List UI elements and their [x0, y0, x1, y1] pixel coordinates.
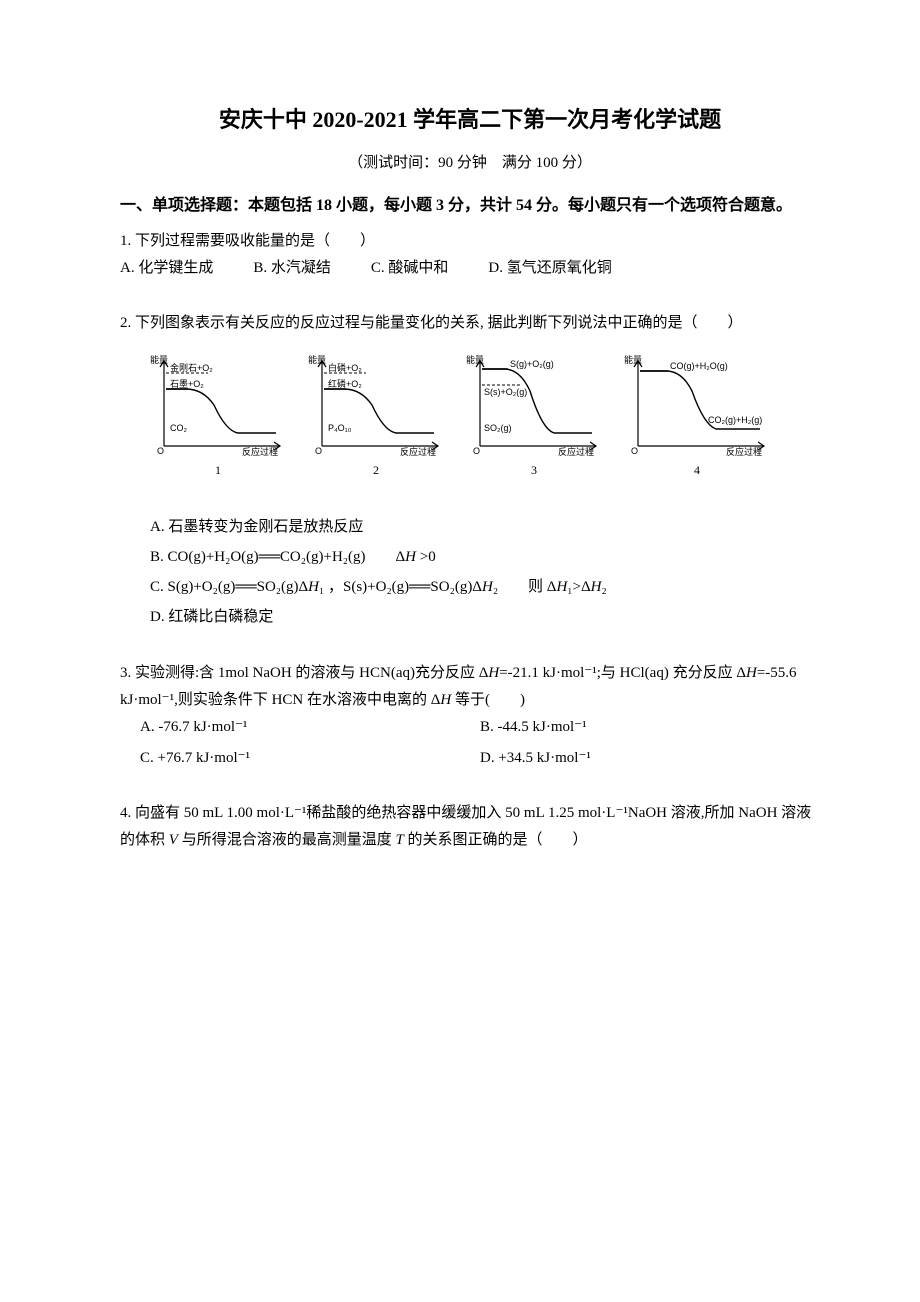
q3-option-d: D. +34.5 kJ·mol⁻¹: [480, 745, 820, 772]
xlabel: 反应过程: [726, 446, 762, 456]
lbl-top: CO(g)+H₂O(g): [670, 361, 728, 371]
xlabel: 反应过程: [400, 446, 436, 456]
q1-option-a: A. 化学键生成: [120, 255, 213, 282]
q3-option-b: B. -44.5 kJ·mol⁻¹: [480, 714, 820, 741]
lbl-bot: CO₂(g)+H₂(g): [708, 415, 762, 425]
q1-option-d: D. 氢气还原氧化铜: [488, 255, 611, 282]
q3-stem: 3. 实验测得:含 1mol NaOH 的溶液与 HCN(aq)充分反应 ΔH=…: [120, 660, 820, 714]
lbl-mid: 红磷+O₂: [328, 378, 362, 389]
q1-option-c: C. 酸碱中和: [371, 255, 449, 282]
ylabel: 能量: [308, 354, 326, 365]
origin: O: [315, 446, 322, 456]
lbl-bot: P₄O₁₀: [328, 423, 352, 433]
lbl-top: 金刚石+O₂: [170, 362, 213, 373]
q2-charts-row: 能量 O 反应过程 金刚石+O₂ 石墨+O₂ CO₂ 1: [148, 351, 820, 482]
q2-chart-3: 能量 O 反应过程 S(g)+O₂(g) S(s)+O₂(g) SO₂(g) 3: [464, 351, 604, 482]
q2-stem: 2. 下列图象表示有关反应的反应过程与能量变化的关系, 据此判断下列说法中正确的…: [120, 310, 820, 337]
q2-option-c: C. S(g)+O₂(g)══SO₂(g)ΔH₁ ，S(s)+O₂(g)══SO…: [150, 572, 820, 602]
origin: O: [473, 446, 480, 456]
chart-num-4: 4: [694, 460, 700, 482]
origin: O: [157, 446, 164, 456]
ylabel: 能量: [466, 354, 484, 365]
page-subtitle: （测试时间：90 分钟 满分 100 分）: [120, 150, 820, 177]
chart-num-3: 3: [531, 460, 537, 482]
q2-chart-4: 能量 O 反应过程 CO(g)+H₂O(g) CO₂(g)+H₂(g) 4: [622, 351, 772, 482]
q2-option-d: D. 红磷比白磷稳定: [150, 602, 820, 632]
q2-option-b: B. CO(g)+H₂O(g)══CO₂(g)+H₂(g) ΔH >0: [150, 542, 820, 572]
origin: O: [631, 446, 638, 456]
q2-chart-1: 能量 O 反应过程 金刚石+O₂ 石墨+O₂ CO₂ 1: [148, 351, 288, 482]
q2-chart-2: 能量 O 反应过程 白磷+O₂ 红磷+O₂ P₄O₁₀ 2: [306, 351, 446, 482]
lbl-top: 白磷+O₂: [328, 362, 362, 373]
lbl-mid: 石墨+O₂: [170, 379, 204, 389]
question-2: 2. 下列图象表示有关反应的反应过程与能量变化的关系, 据此判断下列说法中正确的…: [120, 310, 820, 632]
chart-num-1: 1: [215, 460, 221, 482]
question-1: 1. 下列过程需要吸收能量的是（ ） A. 化学键生成 B. 水汽凝结 C. 酸…: [120, 228, 820, 282]
question-4: 4. 向盛有 50 mL 1.00 mol·L⁻¹稀盐酸的绝热容器中缓缓加入 5…: [120, 800, 820, 854]
ylabel: 能量: [624, 354, 642, 365]
q3-option-c: C. +76.7 kJ·mol⁻¹: [140, 745, 480, 772]
energy-diagram-2: 能量 O 反应过程 白磷+O₂ 红磷+O₂ P₄O₁₀: [306, 351, 446, 456]
page-title: 安庆十中 2020-2021 学年高二下第一次月考化学试题: [120, 100, 820, 140]
q1-option-b: B. 水汽凝结: [253, 255, 331, 282]
xlabel: 反应过程: [242, 446, 278, 456]
energy-diagram-4: 能量 O 反应过程 CO(g)+H₂O(g) CO₂(g)+H₂(g): [622, 351, 772, 456]
q4-stem: 4. 向盛有 50 mL 1.00 mol·L⁻¹稀盐酸的绝热容器中缓缓加入 5…: [120, 800, 820, 854]
q1-stem: 1. 下列过程需要吸收能量的是（ ）: [120, 228, 820, 255]
section-heading: 一、单项选择题：本题包括 18 小题，每小题 3 分，共计 54 分。每小题只有…: [120, 192, 820, 221]
q3-option-a: A. -76.7 kJ·mol⁻¹: [140, 714, 480, 741]
ylabel: 能量: [150, 354, 168, 365]
question-3: 3. 实验测得:含 1mol NaOH 的溶液与 HCN(aq)充分反应 ΔH=…: [120, 660, 820, 772]
lbl-bot: CO₂: [170, 423, 188, 433]
chart-num-2: 2: [373, 460, 379, 482]
xlabel: 反应过程: [558, 446, 594, 456]
lbl-mid: S(s)+O₂(g): [484, 387, 527, 397]
energy-diagram-3: 能量 O 反应过程 S(g)+O₂(g) S(s)+O₂(g) SO₂(g): [464, 351, 604, 456]
lbl-bot: SO₂(g): [484, 423, 512, 433]
lbl-top: S(g)+O₂(g): [510, 359, 554, 369]
energy-diagram-1: 能量 O 反应过程 金刚石+O₂ 石墨+O₂ CO₂: [148, 351, 288, 456]
q2-option-a: A. 石墨转变为金刚石是放热反应: [150, 512, 820, 542]
